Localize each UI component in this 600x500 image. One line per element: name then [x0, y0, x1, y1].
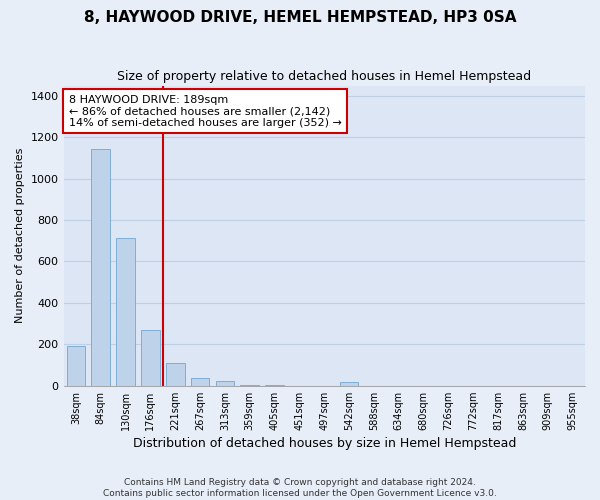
Bar [241, 385, 259, 386]
Bar [67, 346, 85, 386]
Text: 8, HAYWOOD DRIVE, HEMEL HEMPSTEAD, HP3 0SA: 8, HAYWOOD DRIVE, HEMEL HEMPSTEAD, HP3 0… [84, 10, 516, 25]
Title: Size of property relative to detached houses in Hemel Hempstead: Size of property relative to detached ho… [117, 70, 532, 83]
Bar [215, 380, 234, 386]
Y-axis label: Number of detached properties: Number of detached properties [15, 148, 25, 324]
X-axis label: Distribution of detached houses by size in Hemel Hempstead: Distribution of detached houses by size … [133, 437, 516, 450]
Text: 8 HAYWOOD DRIVE: 189sqm
← 86% of detached houses are smaller (2,142)
14% of semi: 8 HAYWOOD DRIVE: 189sqm ← 86% of detache… [69, 94, 341, 128]
Bar [191, 378, 209, 386]
Bar [340, 382, 358, 386]
Bar [116, 238, 135, 386]
Text: Contains HM Land Registry data © Crown copyright and database right 2024.
Contai: Contains HM Land Registry data © Crown c… [103, 478, 497, 498]
Bar [141, 330, 160, 386]
Bar [91, 149, 110, 386]
Bar [166, 362, 185, 386]
